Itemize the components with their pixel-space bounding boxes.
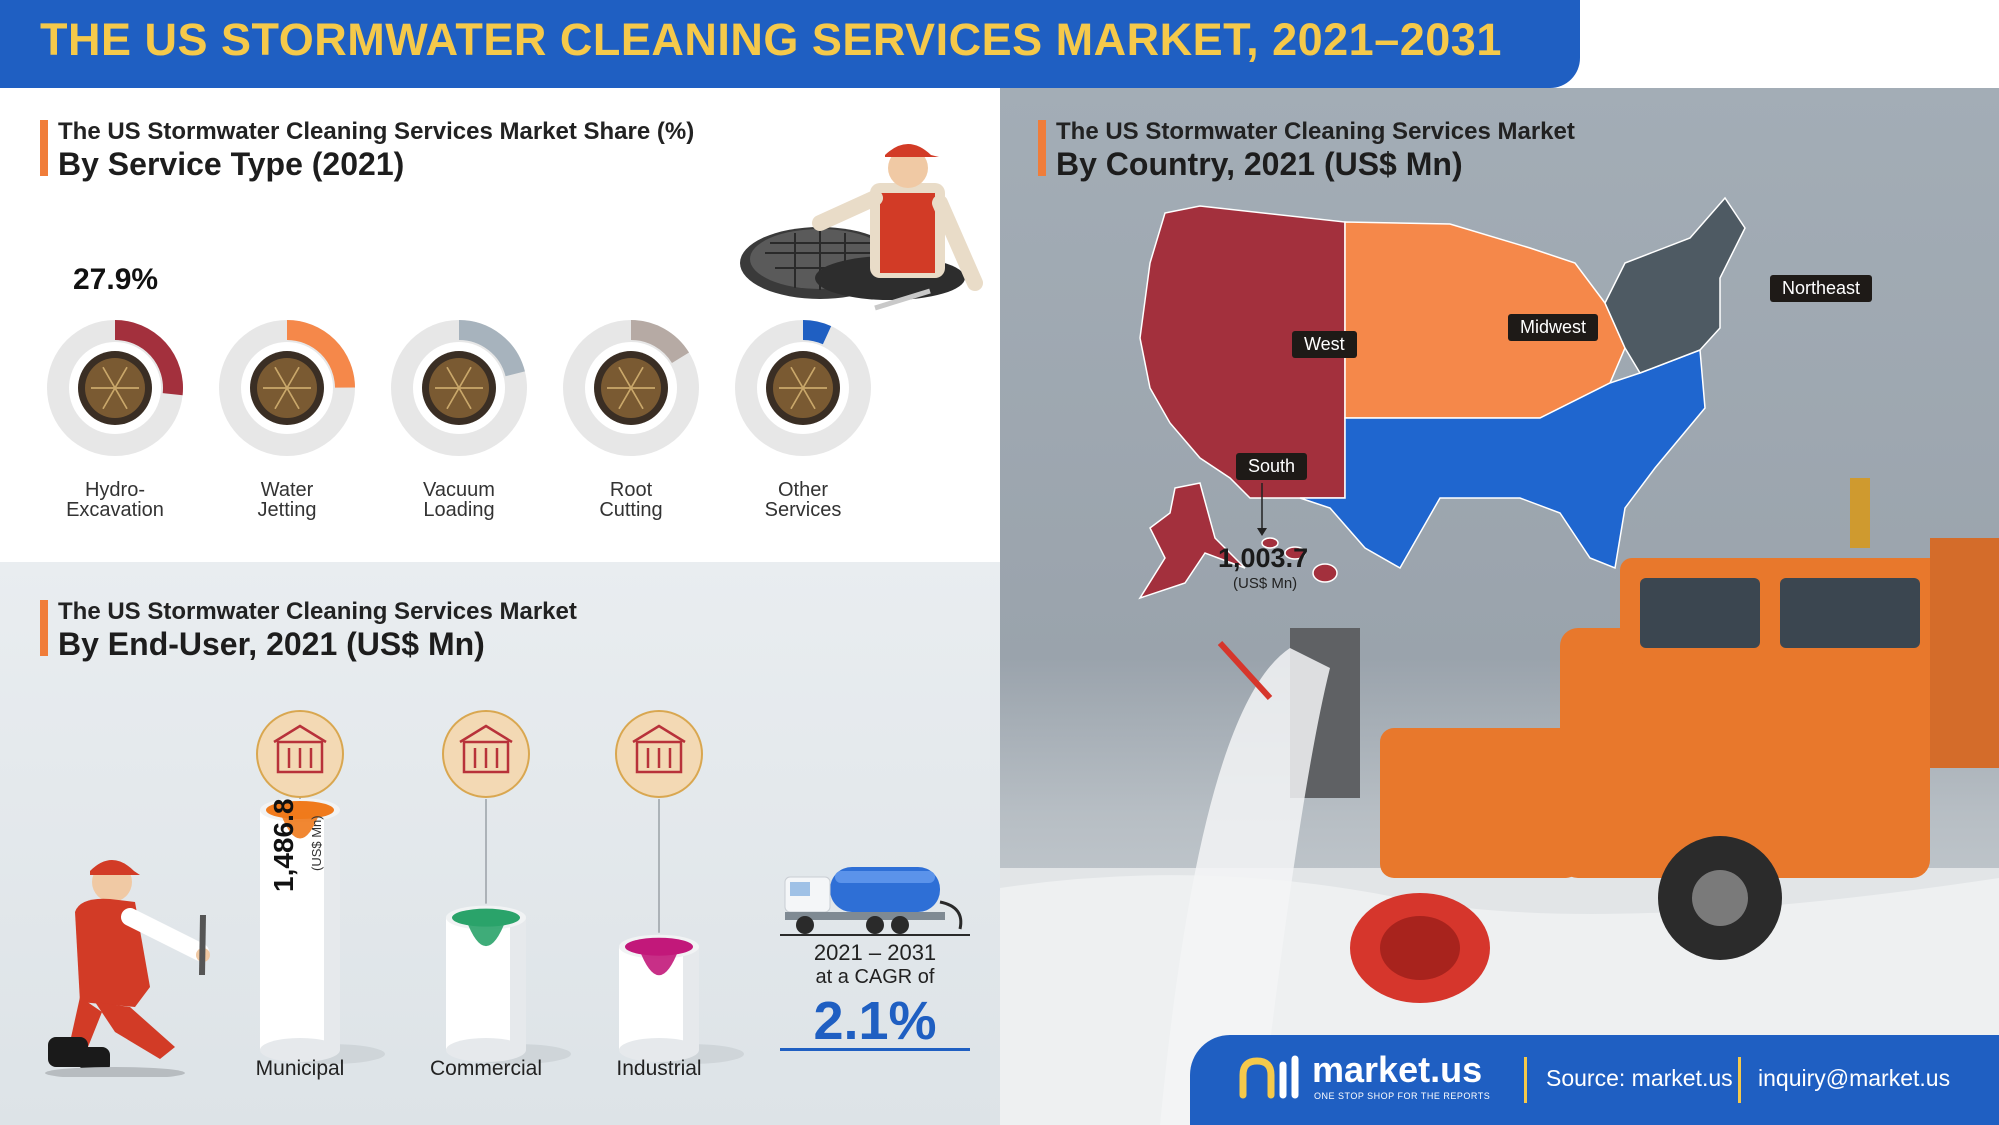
end-user-label-1: Commercial — [429, 1057, 542, 1080]
footer-separator — [1738, 1057, 1741, 1103]
service-subtitle: The US Stormwater Cleaning Services Mark… — [58, 118, 695, 145]
service-label-3: Root Cutting — [599, 479, 663, 521]
service-title: By Service Type (2021) — [58, 146, 405, 182]
donut-4 — [735, 320, 871, 456]
donut-3 — [563, 320, 699, 456]
cylinder-industrial — [619, 799, 744, 1064]
email-link[interactable]: inquiry@market.us — [1758, 1065, 1951, 1091]
brand-tagline: ONE STOP SHOP FOR THE REPORTS — [1314, 1091, 1491, 1101]
cagr-value: 2.1% — [813, 991, 937, 1051]
region-label-south: South — [1236, 453, 1308, 480]
donut-1 — [219, 320, 355, 456]
donut-arc-1 — [286, 320, 355, 389]
section-accent-bar — [1038, 120, 1046, 176]
page-title: THE US STORMWATER CLEANING SERVICES MARK… — [40, 14, 1502, 65]
end-user-label-0: Municipal — [255, 1057, 345, 1080]
region-label-northeast: Northeast — [1770, 275, 1873, 302]
plumber-illustration — [45, 860, 210, 1077]
source-text: Source: market.us — [1546, 1065, 1733, 1091]
municipal-unit: (US$ Mn) — [309, 815, 324, 871]
region-label-midwest: Midwest — [1508, 314, 1599, 341]
section-accent-bar — [40, 120, 48, 176]
end-user-panel: The US Stormwater Cleaning Services Mark… — [0, 562, 1000, 1125]
donut-arc-0 — [114, 320, 183, 396]
worker-manhole-illustration — [740, 144, 983, 311]
end-user-cylinder-chart — [256, 710, 744, 1064]
region-panel: The US Stormwater Cleaning Services Mark… — [1000, 88, 1999, 1125]
cagr-years: 2021 – 2031 — [813, 940, 937, 965]
factory-icon — [615, 710, 703, 798]
enduser-title: By End-User, 2021 (US$ Mn) — [58, 626, 485, 662]
service-label-0: Hydro- Excavation — [66, 479, 164, 521]
donut-arc-4 — [802, 320, 832, 345]
service-type-donut-chart — [47, 320, 871, 456]
cagr-text: at a CAGR of — [815, 966, 935, 988]
tanker-truck-icon — [780, 867, 970, 936]
donut-arc-3 — [630, 320, 690, 364]
service-type-panel: The US Stormwater Cleaning Services Mark… — [0, 88, 1000, 562]
region-title: By Country, 2021 (US$ Mn) — [1056, 146, 1463, 182]
market-us-logo-icon — [1239, 1055, 1299, 1099]
region-label-west: West — [1292, 331, 1357, 358]
section-accent-bar — [40, 600, 48, 656]
cylinder-commercial — [446, 799, 571, 1064]
south-value: 1,003.7 — [1218, 543, 1309, 573]
office-building-icon — [442, 710, 530, 798]
enduser-subtitle: The US Stormwater Cleaning Services Mark… — [58, 598, 577, 625]
south-unit: (US$ Mn) — [1233, 575, 1298, 592]
cagr-underline — [780, 1048, 970, 1051]
footer-separator — [1524, 1057, 1527, 1103]
hydro-excavation-value: 27.9% — [73, 263, 159, 296]
service-label-2: Vacuum Loading — [423, 479, 495, 521]
donut-2 — [391, 320, 527, 456]
government-building-icon — [256, 710, 344, 798]
brand-name: market.us — [1312, 1049, 1483, 1090]
service-label-1: Water Jetting — [257, 479, 317, 521]
header-banner: THE US STORMWATER CLEANING SERVICES MARK… — [0, 0, 1580, 88]
service-label-4: Other Services — [764, 479, 842, 521]
municipal-value: 1,486.8 — [268, 798, 299, 892]
donut-0 — [47, 320, 183, 456]
us-region-map — [1138, 196, 1746, 600]
end-user-label-2: Industrial — [616, 1057, 702, 1080]
footer-bar: market.us ONE STOP SHOP FOR THE REPORTS … — [1190, 1035, 1999, 1125]
donut-arc-2 — [458, 320, 525, 377]
region-subtitle: The US Stormwater Cleaning Services Mark… — [1056, 118, 1575, 145]
cylinder-municipal — [260, 796, 385, 1064]
